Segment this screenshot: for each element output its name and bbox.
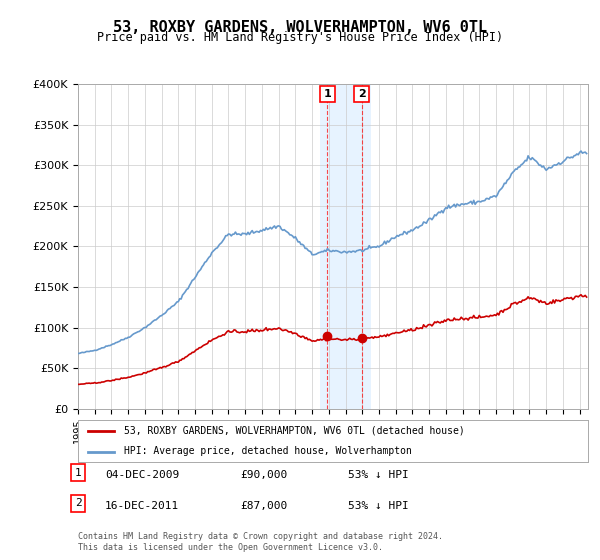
Text: 1: 1 (74, 468, 82, 478)
Text: 53, ROXBY GARDENS, WOLVERHAMPTON, WV6 0TL (detached house): 53, ROXBY GARDENS, WOLVERHAMPTON, WV6 0T… (124, 426, 464, 436)
Text: Price paid vs. HM Land Registry's House Price Index (HPI): Price paid vs. HM Land Registry's House … (97, 31, 503, 44)
Text: 53% ↓ HPI: 53% ↓ HPI (348, 470, 409, 480)
Text: £87,000: £87,000 (240, 501, 287, 511)
Text: 2: 2 (358, 89, 365, 99)
Text: 04-DEC-2009: 04-DEC-2009 (105, 470, 179, 480)
Text: 53% ↓ HPI: 53% ↓ HPI (348, 501, 409, 511)
Bar (320, 84, 371, 409)
Text: Contains HM Land Registry data © Crown copyright and database right 2024.
This d: Contains HM Land Registry data © Crown c… (78, 532, 443, 552)
Text: 2: 2 (74, 498, 82, 508)
Text: 1: 1 (323, 89, 331, 99)
Text: HPI: Average price, detached house, Wolverhampton: HPI: Average price, detached house, Wolv… (124, 446, 412, 456)
Text: 16-DEC-2011: 16-DEC-2011 (105, 501, 179, 511)
Text: 53, ROXBY GARDENS, WOLVERHAMPTON, WV6 0TL: 53, ROXBY GARDENS, WOLVERHAMPTON, WV6 0T… (113, 20, 487, 35)
Text: £90,000: £90,000 (240, 470, 287, 480)
